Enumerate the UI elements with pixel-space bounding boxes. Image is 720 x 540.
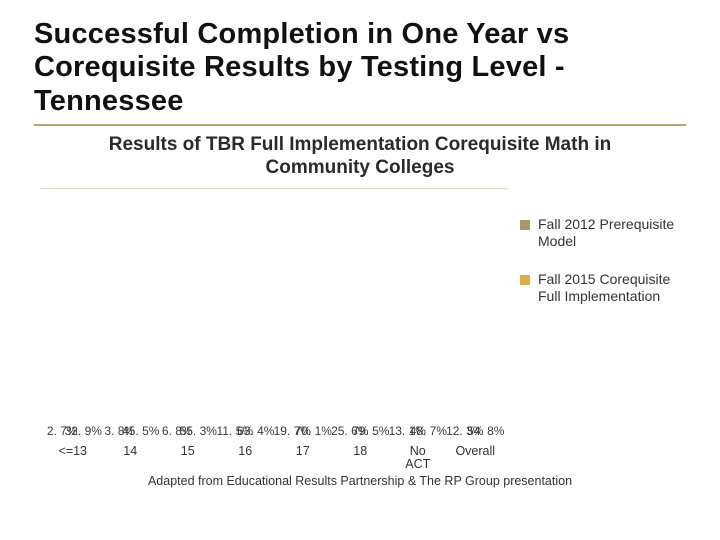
data-label: 79. 5% — [352, 424, 389, 438]
x-axis: <=131415161718NoACTOverall — [44, 442, 504, 462]
x-axis-label: 18 — [332, 442, 390, 462]
chart-subtitle: Results of TBR Full Implementation Coreq… — [64, 134, 656, 180]
chart-container: 2. 7%32. 9%3. 8%45. 5%6. 8%55. 3%11. 5%6… — [40, 182, 680, 462]
plot-area: 2. 7%32. 9%3. 8%45. 5%6. 8%55. 3%11. 5%6… — [40, 188, 508, 440]
legend: Fall 2012 Prerequisite Model Fall 2015 C… — [508, 182, 680, 462]
data-label: 45. 5% — [122, 424, 159, 438]
legend-item-b: Fall 2015 Corequisite Full Implementatio… — [520, 271, 680, 306]
legend-swatch-a — [520, 220, 530, 230]
x-axis-label: Overall — [447, 442, 505, 462]
legend-item-a: Fall 2012 Prerequisite Model — [520, 216, 680, 251]
data-label: 32. 9% — [65, 424, 102, 438]
x-axis-label: <=13 — [44, 442, 102, 462]
x-axis-label: 15 — [159, 442, 217, 462]
x-axis-label: NoACT — [389, 442, 447, 462]
legend-label-b: Fall 2015 Corequisite Full Implementatio… — [538, 271, 680, 306]
legend-label-a: Fall 2012 Prerequisite Model — [538, 216, 680, 251]
x-axis-label: 17 — [274, 442, 332, 462]
data-label: 54. 8% — [467, 424, 504, 438]
data-label: 48. 7% — [410, 424, 447, 438]
footnote: Adapted from Educational Results Partner… — [34, 474, 686, 488]
x-axis-label: 16 — [217, 442, 275, 462]
bar-groups: 2. 7%32. 9%3. 8%45. 5%6. 8%55. 3%11. 5%6… — [44, 189, 504, 440]
legend-swatch-b — [520, 275, 530, 285]
page-title: Successful Completion in One Year vs Cor… — [34, 18, 686, 126]
data-label: 70. 1% — [295, 424, 332, 438]
data-label: 63. 4% — [237, 424, 274, 438]
data-label: 55. 3% — [180, 424, 217, 438]
chart-plot: 2. 7%32. 9%3. 8%45. 5%6. 8%55. 3%11. 5%6… — [40, 182, 508, 462]
x-axis-label: 14 — [102, 442, 160, 462]
